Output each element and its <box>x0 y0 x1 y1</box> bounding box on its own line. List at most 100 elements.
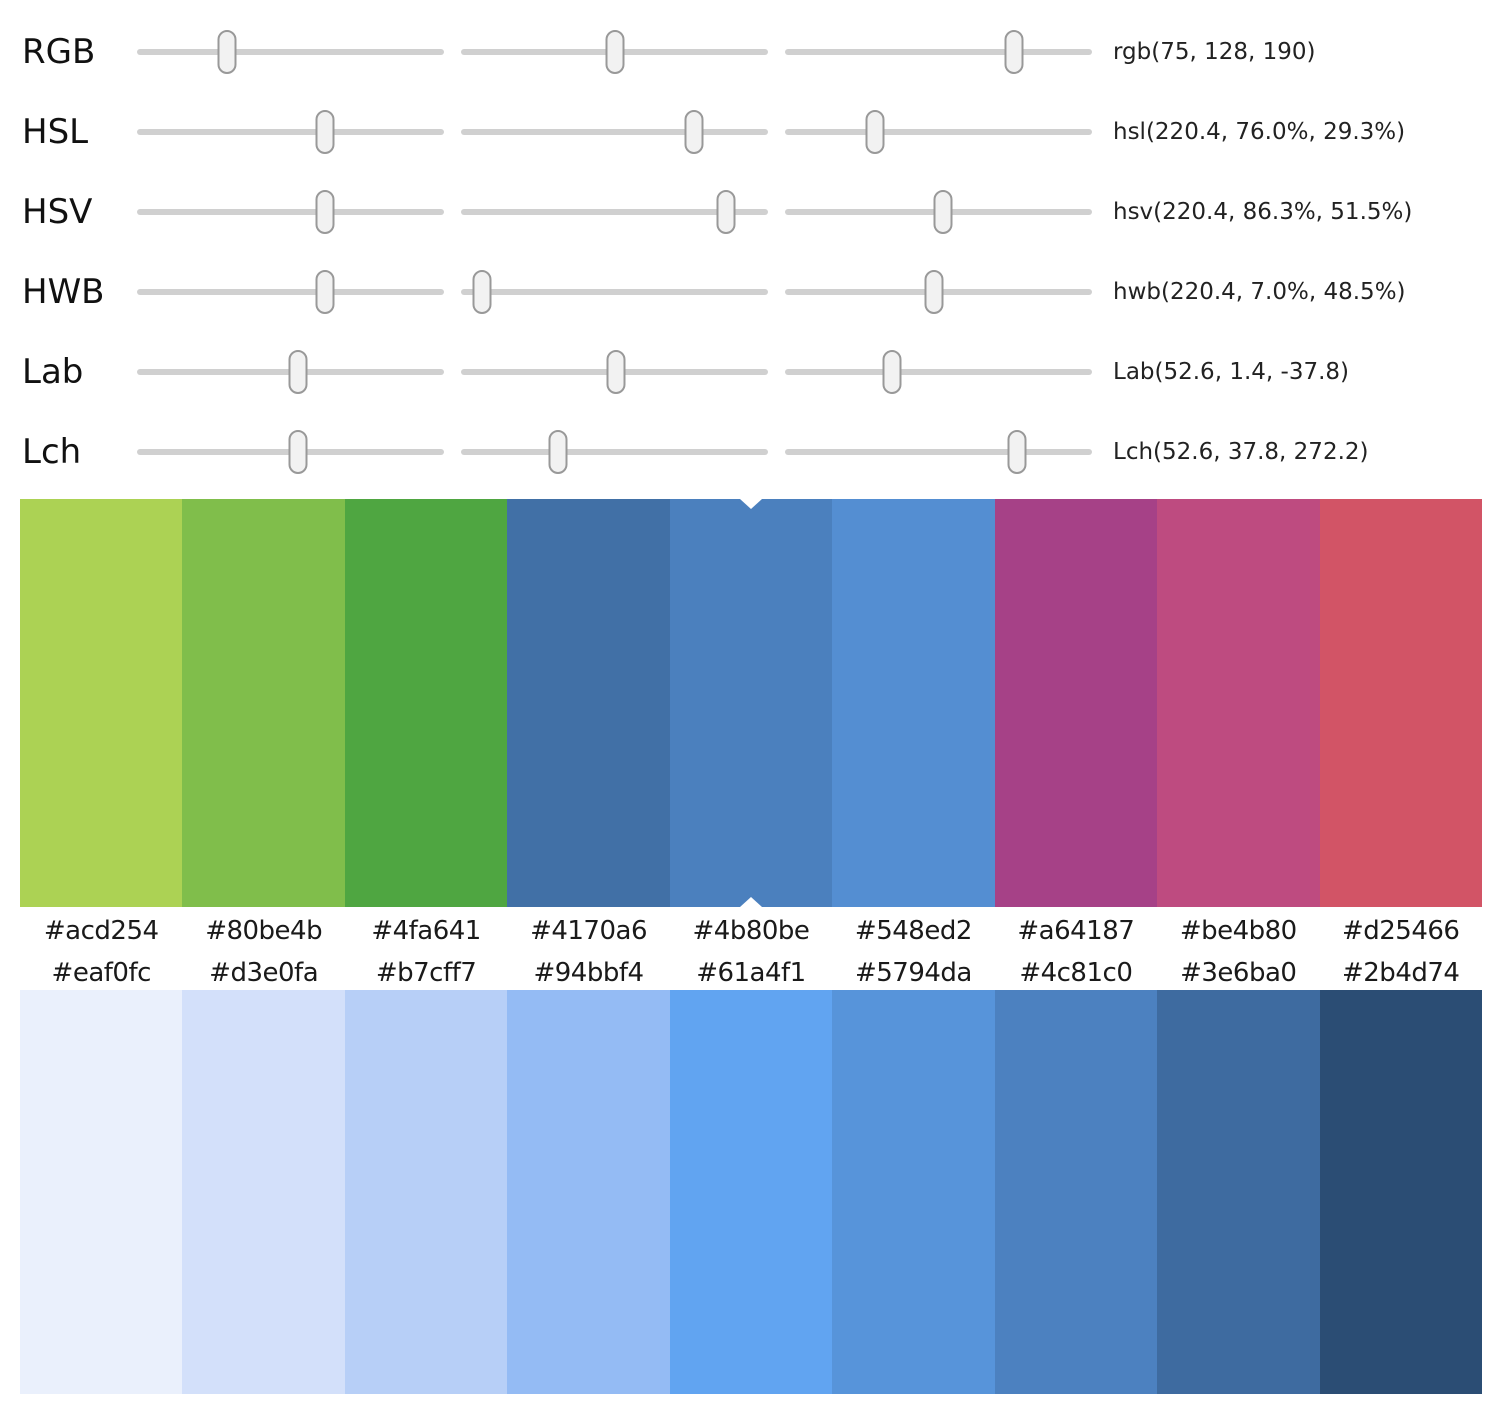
hex-label: #4b80be <box>692 916 810 946</box>
hex-label: #4fa641 <box>371 916 481 946</box>
bottom-palette-hex-labels: #eaf0fc #d3e0fa #b7cff7 #94bbf4 #61a4f1 #5794… <box>20 955 1482 990</box>
slider-value-text: hsv(220.4, 86.3%, 51.5%) <box>1113 199 1413 225</box>
slider-track-rgb-1[interactable] <box>137 29 444 75</box>
slider-thumb[interactable] <box>288 350 308 394</box>
slider-value-text: Lab(52.6, 1.4, -37.8) <box>1113 359 1349 385</box>
slider-row-label: RGB <box>22 32 96 72</box>
palette-swatch[interactable] <box>182 499 345 907</box>
palette-swatch[interactable] <box>20 990 183 1394</box>
slider-value-text: Lch(52.6, 37.8, 272.2) <box>1113 439 1369 465</box>
hex-label: #5794da <box>854 957 972 988</box>
hex-label: #3e6ba0 <box>1180 957 1297 988</box>
palette-swatch[interactable] <box>1319 990 1482 1394</box>
slider-thumb[interactable] <box>315 190 335 234</box>
slider-track-lab-2[interactable] <box>461 349 768 395</box>
slider-thumb[interactable] <box>217 30 237 74</box>
hex-label: #80be4b <box>205 916 323 946</box>
slider-row-label: HSV <box>22 192 93 232</box>
top-palette <box>20 499 1482 907</box>
hex-label: #4c81c0 <box>1019 957 1133 988</box>
slider-thumb[interactable] <box>1007 430 1027 474</box>
palette-swatch[interactable] <box>669 990 833 1394</box>
slider-track-group <box>137 189 1092 235</box>
slider-row-hsv: HSV hsv(220.4, 86.3%, 51.5%) <box>0 172 1501 252</box>
slider-thumb[interactable] <box>684 110 704 154</box>
hex-label: #d25466 <box>1341 916 1460 946</box>
slider-track-group <box>137 349 1092 395</box>
slider-track-hsv-1[interactable] <box>137 189 444 235</box>
palette-swatch[interactable] <box>832 499 995 907</box>
palette-swatch[interactable] <box>344 990 508 1394</box>
slider-track-group <box>137 429 1092 475</box>
slider-track-hwb-2[interactable] <box>461 269 768 315</box>
slider-track-rgb-2[interactable] <box>461 29 768 75</box>
slider-thumb[interactable] <box>548 430 568 474</box>
slider-track-lab-3[interactable] <box>785 349 1092 395</box>
palette-swatch[interactable] <box>1157 990 1320 1394</box>
palette-swatch[interactable] <box>994 499 1158 907</box>
slider-track-line <box>785 129 1092 135</box>
slider-row-label: HWB <box>22 272 105 312</box>
palette-swatch[interactable] <box>182 990 345 1394</box>
slider-row-label: HSL <box>22 112 89 152</box>
slider-row-lab: Lab Lab(52.6, 1.4, -37.8) <box>0 332 1501 412</box>
hex-label: #b7cff7 <box>375 957 477 988</box>
slider-thumb[interactable] <box>882 350 902 394</box>
slider-track-hsl-1[interactable] <box>137 109 444 155</box>
slider-track-group <box>137 29 1092 75</box>
palette-swatch[interactable] <box>344 499 508 907</box>
slider-thumb[interactable] <box>865 110 885 154</box>
hex-label: #4170a6 <box>530 916 647 946</box>
palette-swatch[interactable] <box>832 990 995 1394</box>
slider-track-line <box>461 449 768 455</box>
color-sliders-panel: RGB rgb(75, 128, 190) HSL hsl(220.4, 76.0%,… <box>0 0 1501 492</box>
slider-track-hwb-1[interactable] <box>137 269 444 315</box>
palette-swatch[interactable] <box>507 990 670 1394</box>
slider-track-hwb-3[interactable] <box>785 269 1092 315</box>
slider-thumb[interactable] <box>605 30 625 74</box>
palette-swatch[interactable] <box>507 499 670 907</box>
slider-thumb[interactable] <box>472 270 492 314</box>
top-palette-hex-labels: #acd254 #80be4b #4fa641 #4170a6 #4b80be #548e… <box>20 907 1482 955</box>
bottom-palette <box>20 990 1482 1394</box>
palette-swatch[interactable] <box>20 499 183 907</box>
slider-thumb[interactable] <box>933 190 953 234</box>
slider-track-lch-2[interactable] <box>461 429 768 475</box>
slider-track-line <box>137 49 444 55</box>
slider-value-text: hsl(220.4, 76.0%, 29.3%) <box>1113 119 1406 145</box>
palette-swatch[interactable] <box>1157 499 1320 907</box>
slider-thumb[interactable] <box>288 430 308 474</box>
slider-thumb[interactable] <box>924 270 944 314</box>
slider-track-hsl-3[interactable] <box>785 109 1092 155</box>
slider-value-text: rgb(75, 128, 190) <box>1113 39 1316 65</box>
slider-value-text: hwb(220.4, 7.0%, 48.5%) <box>1113 279 1406 305</box>
palette-swatch[interactable] <box>669 499 833 907</box>
slider-track-hsv-2[interactable] <box>461 189 768 235</box>
slider-row-hwb: HWB hwb(220.4, 7.0%, 48.5%) <box>0 252 1501 332</box>
slider-row-hsl: HSL hsl(220.4, 76.0%, 29.3%) <box>0 92 1501 172</box>
slider-track-rgb-3[interactable] <box>785 29 1092 75</box>
slider-track-hsl-2[interactable] <box>461 109 768 155</box>
hex-label: #d3e0fa <box>209 957 319 988</box>
slider-track-line <box>461 129 768 135</box>
slider-track-lab-1[interactable] <box>137 349 444 395</box>
slider-thumb[interactable] <box>315 110 335 154</box>
slider-track-hsv-3[interactable] <box>785 189 1092 235</box>
slider-thumb[interactable] <box>716 190 736 234</box>
slider-row-label: Lab <box>22 352 84 392</box>
palette-swatch[interactable] <box>1319 499 1482 907</box>
slider-track-group <box>137 269 1092 315</box>
slider-track-lch-3[interactable] <box>785 429 1092 475</box>
slider-track-lch-1[interactable] <box>137 429 444 475</box>
slider-thumb[interactable] <box>606 350 626 394</box>
slider-row-lch: Lch Lch(52.6, 37.8, 272.2) <box>0 412 1501 492</box>
slider-track-line <box>785 49 1092 55</box>
selected-swatch-notch-bottom-icon <box>739 897 762 907</box>
slider-thumb[interactable] <box>315 270 335 314</box>
palette-swatch[interactable] <box>994 990 1158 1394</box>
slider-thumb[interactable] <box>1004 30 1024 74</box>
hex-label: #be4b80 <box>1179 916 1297 946</box>
slider-track-line <box>785 449 1092 455</box>
selected-swatch-notch-top-icon <box>739 499 762 509</box>
slider-track-group <box>137 109 1092 155</box>
